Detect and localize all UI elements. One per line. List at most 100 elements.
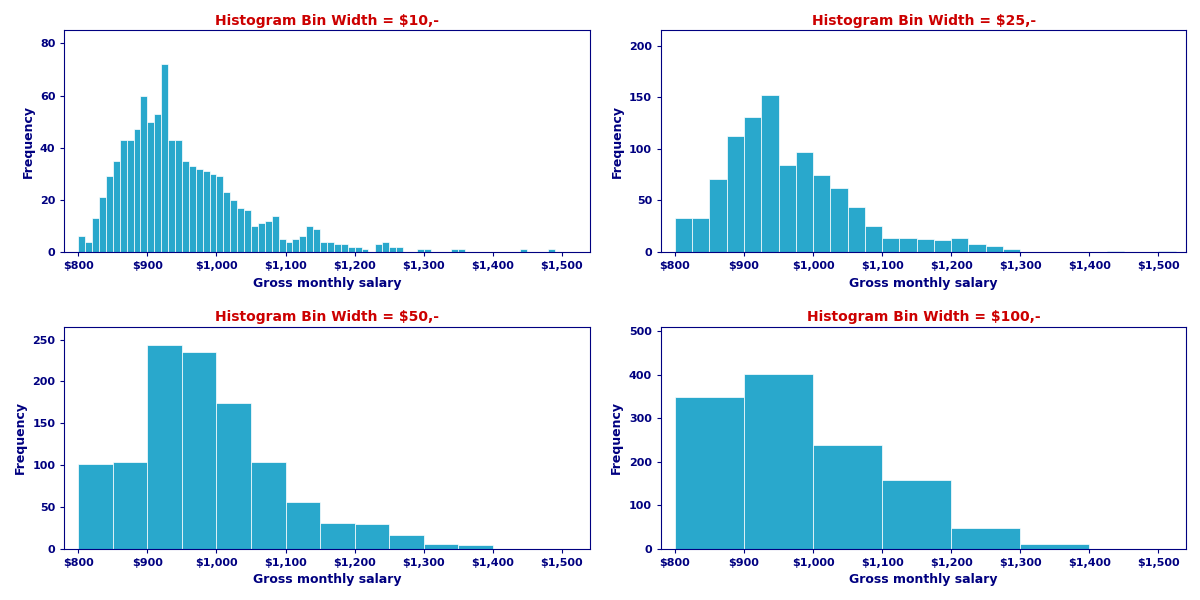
- Bar: [258, 223, 265, 252]
- Bar: [133, 130, 140, 252]
- Bar: [389, 247, 396, 252]
- Bar: [223, 192, 230, 252]
- Bar: [175, 140, 182, 252]
- Bar: [952, 238, 968, 252]
- Bar: [985, 246, 1003, 252]
- Bar: [968, 244, 985, 252]
- Bar: [155, 114, 161, 252]
- Bar: [182, 352, 216, 548]
- Bar: [814, 175, 830, 252]
- Bar: [451, 250, 458, 252]
- Bar: [251, 463, 286, 548]
- Bar: [210, 174, 216, 252]
- Bar: [355, 247, 361, 252]
- Bar: [100, 197, 106, 252]
- Bar: [1003, 249, 1020, 252]
- Bar: [727, 136, 744, 252]
- Bar: [882, 238, 900, 252]
- Bar: [424, 544, 458, 548]
- Bar: [458, 545, 493, 548]
- Y-axis label: Frequency: Frequency: [22, 105, 35, 178]
- Bar: [92, 218, 100, 252]
- Bar: [424, 250, 431, 252]
- Bar: [148, 122, 155, 252]
- Bar: [306, 226, 313, 252]
- Bar: [140, 95, 148, 252]
- Bar: [865, 226, 882, 252]
- Y-axis label: Frequency: Frequency: [611, 105, 624, 178]
- Bar: [244, 210, 251, 252]
- X-axis label: Gross monthly salary: Gross monthly salary: [253, 277, 401, 290]
- Bar: [744, 117, 761, 252]
- Bar: [900, 238, 917, 252]
- Bar: [355, 524, 389, 548]
- Bar: [230, 200, 238, 252]
- Bar: [814, 445, 882, 548]
- Bar: [320, 242, 326, 252]
- Bar: [293, 239, 299, 252]
- Bar: [251, 226, 258, 252]
- Bar: [265, 221, 271, 252]
- Bar: [761, 95, 779, 252]
- Bar: [934, 239, 952, 252]
- Bar: [85, 242, 92, 252]
- Bar: [416, 250, 424, 252]
- Bar: [113, 161, 120, 252]
- Bar: [120, 140, 127, 252]
- Bar: [182, 161, 188, 252]
- Bar: [78, 236, 85, 252]
- Bar: [341, 244, 348, 252]
- Bar: [326, 242, 334, 252]
- Bar: [286, 502, 320, 548]
- X-axis label: Gross monthly salary: Gross monthly salary: [850, 573, 998, 586]
- Bar: [161, 64, 168, 252]
- Bar: [113, 463, 148, 548]
- Title: Histogram Bin Width = $10,-: Histogram Bin Width = $10,-: [215, 14, 439, 28]
- Bar: [830, 188, 847, 252]
- Bar: [674, 397, 744, 548]
- Bar: [278, 239, 286, 252]
- Bar: [396, 247, 403, 252]
- Bar: [271, 215, 278, 252]
- Bar: [286, 242, 293, 252]
- Bar: [196, 169, 203, 252]
- Bar: [952, 528, 1020, 548]
- Bar: [389, 535, 424, 548]
- Bar: [216, 403, 251, 548]
- Y-axis label: Frequency: Frequency: [611, 401, 623, 474]
- Bar: [779, 166, 796, 252]
- Bar: [521, 250, 527, 252]
- Bar: [361, 250, 368, 252]
- Bar: [299, 236, 306, 252]
- Bar: [744, 374, 814, 548]
- X-axis label: Gross monthly salary: Gross monthly salary: [850, 277, 998, 290]
- Bar: [796, 152, 814, 252]
- Bar: [1106, 251, 1124, 252]
- Bar: [847, 206, 865, 252]
- Bar: [216, 176, 223, 252]
- Title: Histogram Bin Width = $50,-: Histogram Bin Width = $50,-: [215, 310, 439, 325]
- Bar: [313, 229, 320, 252]
- Bar: [1158, 251, 1176, 252]
- Bar: [1020, 544, 1090, 548]
- Bar: [348, 247, 355, 252]
- Bar: [917, 239, 934, 252]
- Bar: [548, 250, 554, 252]
- Bar: [882, 480, 952, 548]
- Bar: [334, 244, 341, 252]
- Title: Histogram Bin Width = $25,-: Histogram Bin Width = $25,-: [811, 14, 1036, 28]
- Bar: [376, 244, 383, 252]
- Title: Histogram Bin Width = $100,-: Histogram Bin Width = $100,-: [806, 310, 1040, 325]
- Bar: [203, 171, 210, 252]
- Bar: [709, 179, 727, 252]
- Bar: [168, 140, 175, 252]
- Y-axis label: Frequency: Frequency: [14, 401, 26, 474]
- Bar: [320, 523, 355, 548]
- Bar: [674, 218, 692, 252]
- Bar: [148, 346, 182, 548]
- Bar: [458, 250, 466, 252]
- Bar: [692, 218, 709, 252]
- Bar: [188, 166, 196, 252]
- Bar: [383, 242, 389, 252]
- Bar: [238, 208, 244, 252]
